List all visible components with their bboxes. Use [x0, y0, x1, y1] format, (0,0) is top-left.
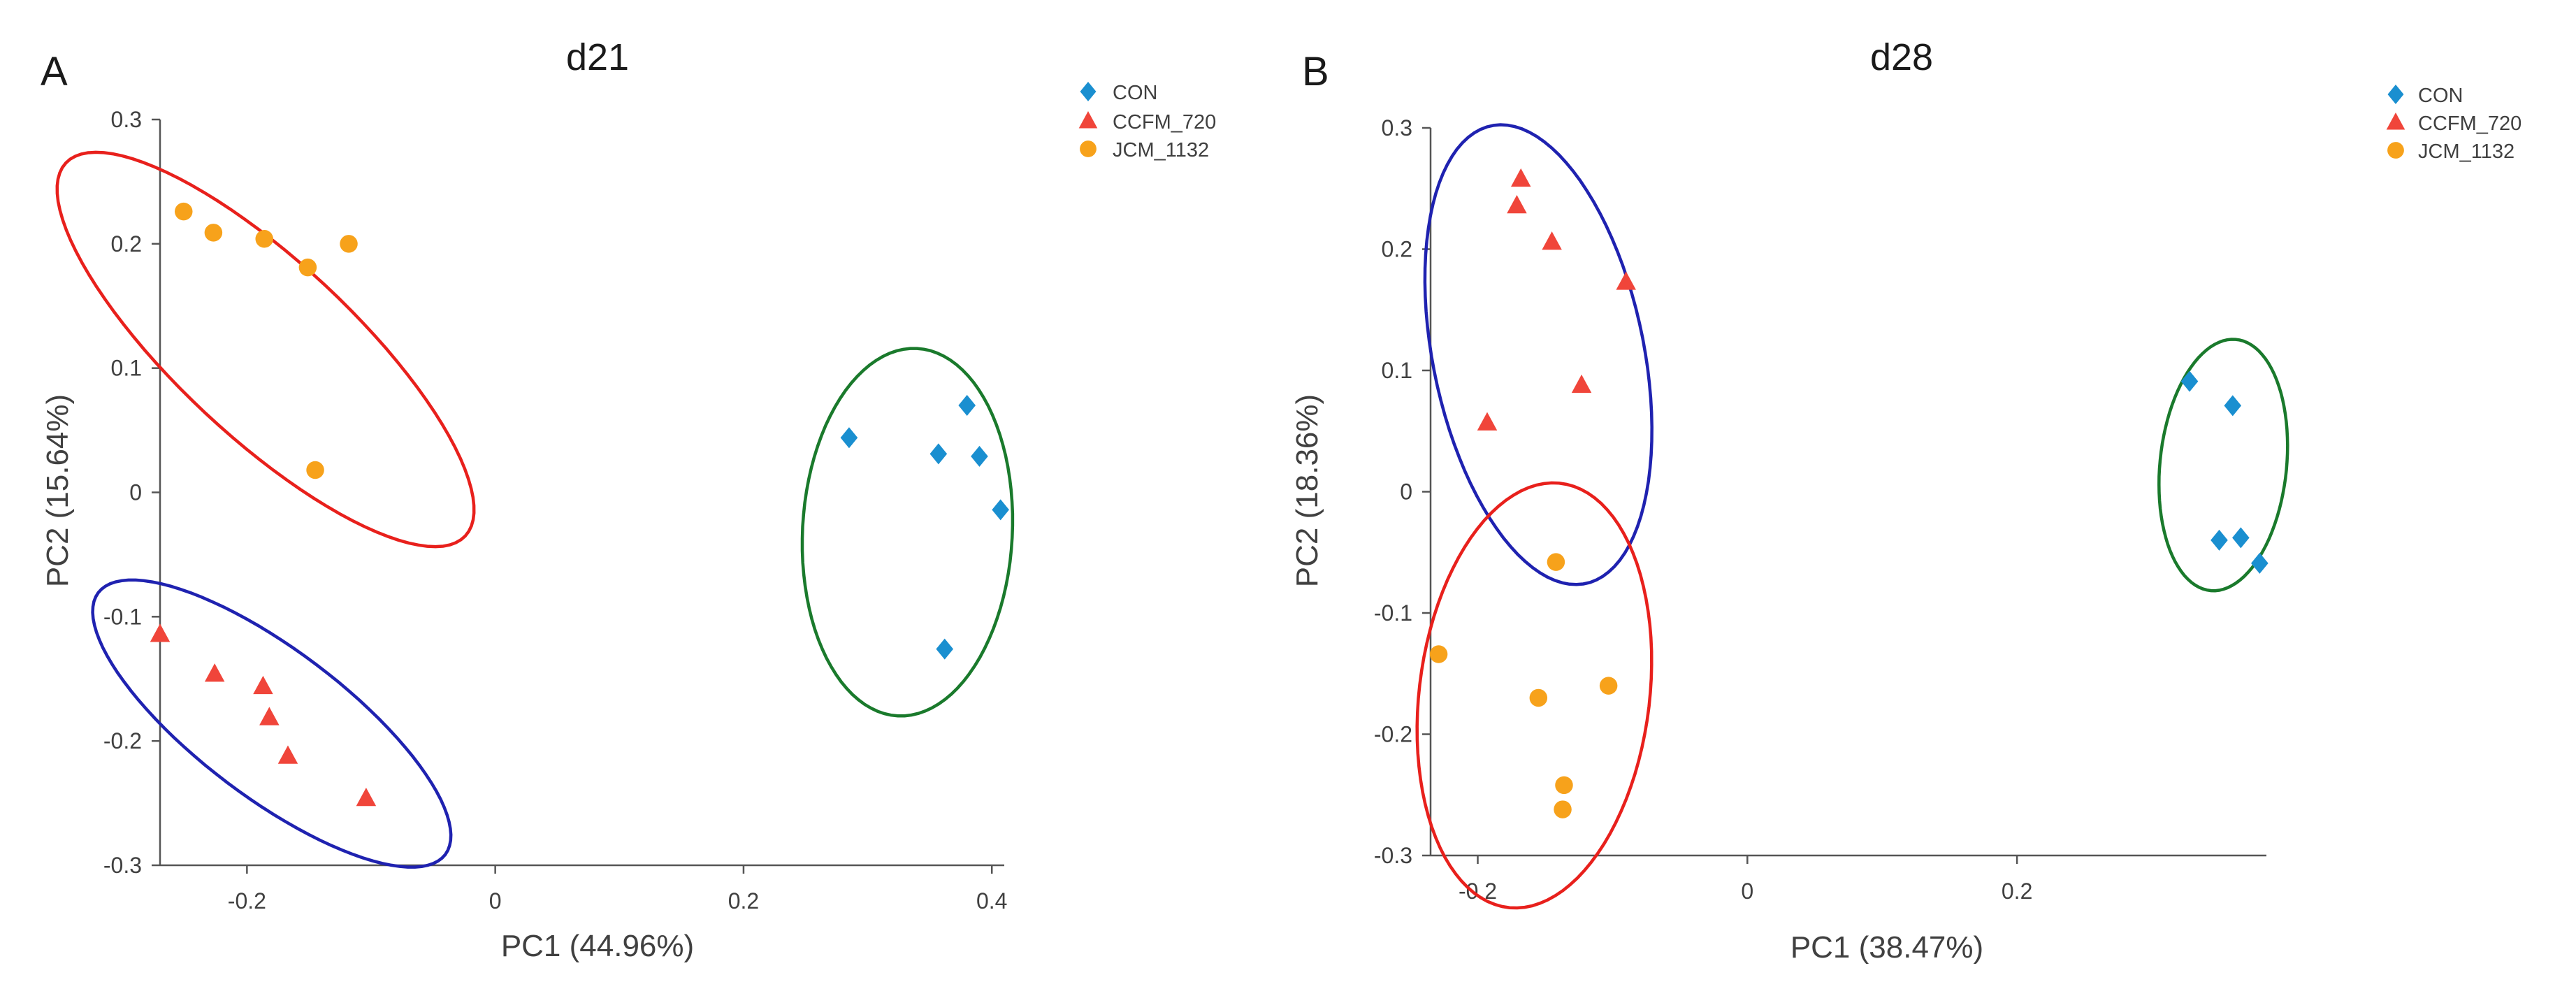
- panel-a-legend-ccfm720: CCFM_720: [1113, 111, 1216, 133]
- x-tick-label: 0.4: [976, 888, 1007, 914]
- point-con: [971, 445, 988, 467]
- point-ccfm720: [253, 675, 273, 695]
- point-jcm1132: [204, 224, 223, 242]
- panel-b: B d28 PC1 (38.47%) PC2 (18.36%) -0.3 -0.2…: [1290, 36, 2521, 965]
- panel-a-ellipses: [55, 150, 1015, 869]
- point-ccfm720: [150, 623, 171, 642]
- point-con: [958, 395, 976, 417]
- point-ccfm720: [259, 707, 280, 725]
- y-tick-label: 0.2: [1382, 237, 1412, 262]
- panel-b-legend-ccfm720: CCFM_720: [2418, 113, 2521, 135]
- group-ellipse: [91, 578, 453, 869]
- panel-a-legend-jcm1132: JCM_1132: [1113, 139, 1209, 161]
- panel-b-axes: -0.3-0.2-0.100.10.20.3-0.2 0 0.2: [1374, 115, 2266, 904]
- group-ellipse: [1423, 123, 1654, 586]
- y-tick-label: 0.3: [1382, 115, 1412, 140]
- panel-b-y-axis-label: PC2 (18.36%): [1290, 394, 1324, 587]
- x-tick-label: 0.2: [2002, 879, 2032, 904]
- point-jcm1132: [1599, 677, 1618, 695]
- panel-a-title: d21: [566, 36, 629, 78]
- y-tick-label: -0.3: [1374, 843, 1412, 868]
- point-con: [2232, 527, 2250, 549]
- panel-a-legend-con: CON: [1113, 82, 1157, 104]
- y-tick-label: 0.1: [111, 356, 142, 381]
- legend-marker-ccfm720: [1078, 111, 1098, 129]
- legend-marker-con: [1080, 82, 1097, 101]
- y-tick-label: 0.2: [111, 231, 142, 257]
- point-ccfm720: [1477, 412, 1498, 431]
- panel-b-x-axis-label: PC1 (38.47%): [1790, 930, 1983, 965]
- point-con: [992, 499, 1009, 521]
- point-jcm1132: [340, 235, 358, 253]
- panel-b-title: d28: [1870, 36, 1933, 78]
- point-jcm1132: [298, 258, 317, 277]
- legend-marker-ccfm720: [2386, 113, 2405, 130]
- point-ccfm720: [1616, 271, 1636, 290]
- point-jcm1132: [255, 229, 273, 248]
- point-con: [2251, 552, 2269, 574]
- point-jcm1132: [306, 461, 324, 479]
- y-tick-label: -0.1: [103, 604, 142, 629]
- point-con: [2180, 370, 2199, 392]
- x-tick-label: 0.2: [728, 888, 759, 914]
- group-ellipse: [55, 150, 476, 549]
- point-ccfm720: [1507, 195, 1527, 214]
- y-tick-label: -0.3: [103, 853, 142, 878]
- panel-a-x-axis-label: PC1 (44.96%): [501, 929, 694, 963]
- point-ccfm720: [277, 745, 298, 764]
- point-ccfm720: [356, 787, 377, 807]
- x-tick-label: 0: [1741, 879, 1753, 904]
- point-con: [2210, 529, 2228, 551]
- panel-a: A d21 PC1 (44.96%) PC2 (15.64%) -0.3 -0.2…: [41, 36, 1216, 963]
- x-tick-label: -0.2: [228, 888, 266, 914]
- y-tick-label: 0.1: [1382, 358, 1412, 383]
- panel-b-ellipses: [1415, 123, 2289, 910]
- panel-a-points: [150, 202, 1009, 807]
- point-jcm1132: [1529, 688, 1548, 707]
- y-tick-label: -0.2: [1374, 722, 1412, 747]
- point-con: [929, 443, 948, 465]
- group-ellipse: [2157, 338, 2289, 593]
- y-tick-label: 0: [1400, 479, 1412, 505]
- panel-a-y-axis-label: PC2 (15.64%): [41, 394, 75, 587]
- group-ellipse: [800, 347, 1015, 718]
- point-con: [936, 638, 954, 660]
- point-jcm1132: [1547, 553, 1565, 571]
- point-jcm1132: [1429, 645, 1448, 663]
- point-ccfm720: [1510, 168, 1531, 187]
- point-jcm1132: [1554, 800, 1572, 818]
- point-con: [840, 427, 858, 449]
- y-tick-label: -0.1: [1374, 600, 1412, 626]
- group-ellipse: [1415, 481, 1654, 910]
- point-ccfm720: [1571, 374, 1592, 393]
- panel-b-legend-con: CON: [2418, 85, 2463, 107]
- legend-marker-con: [2387, 85, 2404, 104]
- y-tick-label: 0: [129, 480, 142, 505]
- point-jcm1132: [175, 202, 193, 221]
- point-con: [2224, 395, 2242, 417]
- panel-a-letter: A: [41, 49, 68, 94]
- y-tick-label: 0.3: [111, 107, 142, 132]
- point-ccfm720: [204, 663, 225, 682]
- point-ccfm720: [1542, 231, 1562, 250]
- legend-marker-jcm1132: [2387, 142, 2404, 159]
- point-jcm1132: [1555, 776, 1573, 795]
- panel-b-legend-jcm1132: JCM_1132: [2418, 140, 2515, 163]
- legend-marker-jcm1132: [1080, 140, 1097, 157]
- panel-a-axes: -0.3 -0.2 -0.1 0 0.1 0.2 0.3 -0.2 0 0.2 0.4: [103, 107, 1008, 914]
- panel-b-legend: CON CCFM_720 JCM_1132: [2386, 85, 2521, 163]
- panel-b-letter: B: [1302, 49, 1329, 94]
- x-tick-label: 0: [489, 888, 502, 914]
- panel-a-legend: CON CCFM_720 JCM_1132: [1078, 82, 1216, 161]
- panel-b-points: [1429, 168, 2269, 818]
- y-tick-label: -0.2: [103, 728, 142, 753]
